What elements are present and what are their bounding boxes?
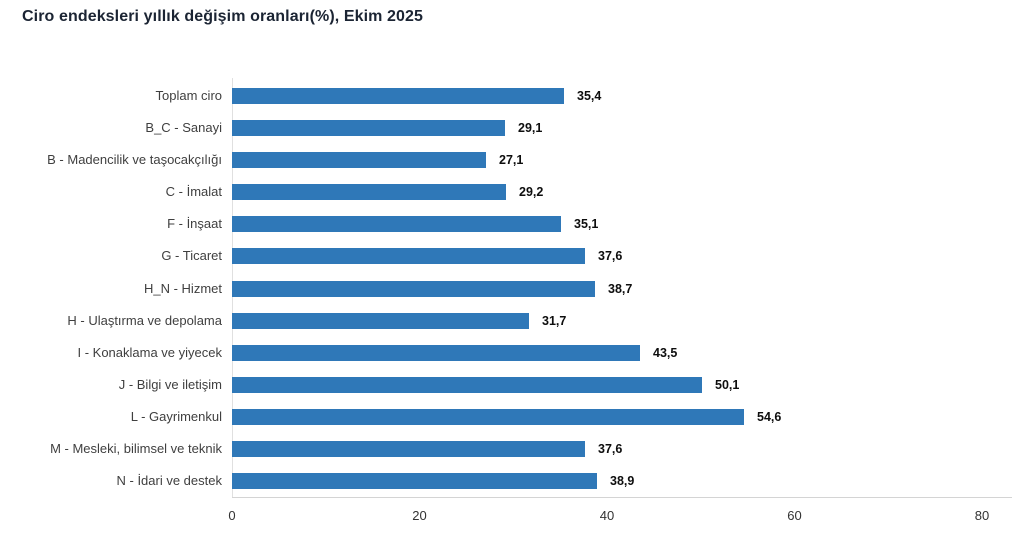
value-label: 37,6 xyxy=(598,441,623,456)
category-label: H - Ulaştırma ve depolama xyxy=(67,312,222,328)
x-tick-label: 0 xyxy=(228,508,236,523)
bar[interactable] xyxy=(232,472,597,489)
category-label: H_N - Hizmet xyxy=(143,280,222,296)
category-label: M - Mesleki, bilimsel ve teknik xyxy=(50,440,222,456)
bar[interactable] xyxy=(232,248,585,265)
bar[interactable] xyxy=(232,280,595,297)
category-label: N - İdari ve destek xyxy=(116,472,223,488)
value-label: 54,6 xyxy=(757,409,782,424)
category-label: F - İnşaat xyxy=(167,216,222,232)
value-label: 50,1 xyxy=(715,377,740,392)
value-label: 38,9 xyxy=(610,473,635,488)
category-label: I - Konaklama ve yiyecek xyxy=(77,344,222,360)
value-label: 43,5 xyxy=(653,345,678,360)
x-tick-label: 80 xyxy=(974,508,990,523)
bar[interactable] xyxy=(232,216,561,233)
value-label: 27,1 xyxy=(499,153,524,168)
category-label: B - Madencilik ve taşocakçılığı xyxy=(47,152,222,168)
x-tick-label: 40 xyxy=(599,508,615,523)
value-label: 29,1 xyxy=(518,121,543,136)
value-label: 35,1 xyxy=(574,217,599,232)
bar[interactable] xyxy=(232,440,585,457)
value-label: 35,4 xyxy=(577,89,602,104)
category-label: C - İmalat xyxy=(165,184,222,200)
category-label: B_C - Sanayi xyxy=(145,120,222,136)
x-tick-label: 20 xyxy=(412,508,427,523)
bar[interactable] xyxy=(232,120,505,137)
category-label: L - Gayrimenkul xyxy=(130,408,222,424)
x-tick-label: 60 xyxy=(787,508,802,523)
value-label: 37,6 xyxy=(598,249,623,264)
bar[interactable] xyxy=(232,88,564,105)
bar[interactable] xyxy=(232,152,486,169)
bar[interactable] xyxy=(232,184,506,201)
bar[interactable] xyxy=(232,376,702,393)
bar[interactable] xyxy=(232,312,529,329)
value-label: 38,7 xyxy=(608,281,633,296)
bar[interactable] xyxy=(232,408,744,425)
bar[interactable] xyxy=(232,344,640,361)
value-label: 31,7 xyxy=(542,313,567,328)
category-label: Toplam ciro xyxy=(155,88,222,104)
x-axis-line xyxy=(232,497,1012,498)
value-label: 29,2 xyxy=(519,185,544,200)
category-label: J - Bilgi ve iletişim xyxy=(118,376,222,392)
category-label: G - Ticaret xyxy=(161,248,222,264)
chart-title: Ciro endeksleri yıllık değişim oranları(… xyxy=(22,8,424,25)
